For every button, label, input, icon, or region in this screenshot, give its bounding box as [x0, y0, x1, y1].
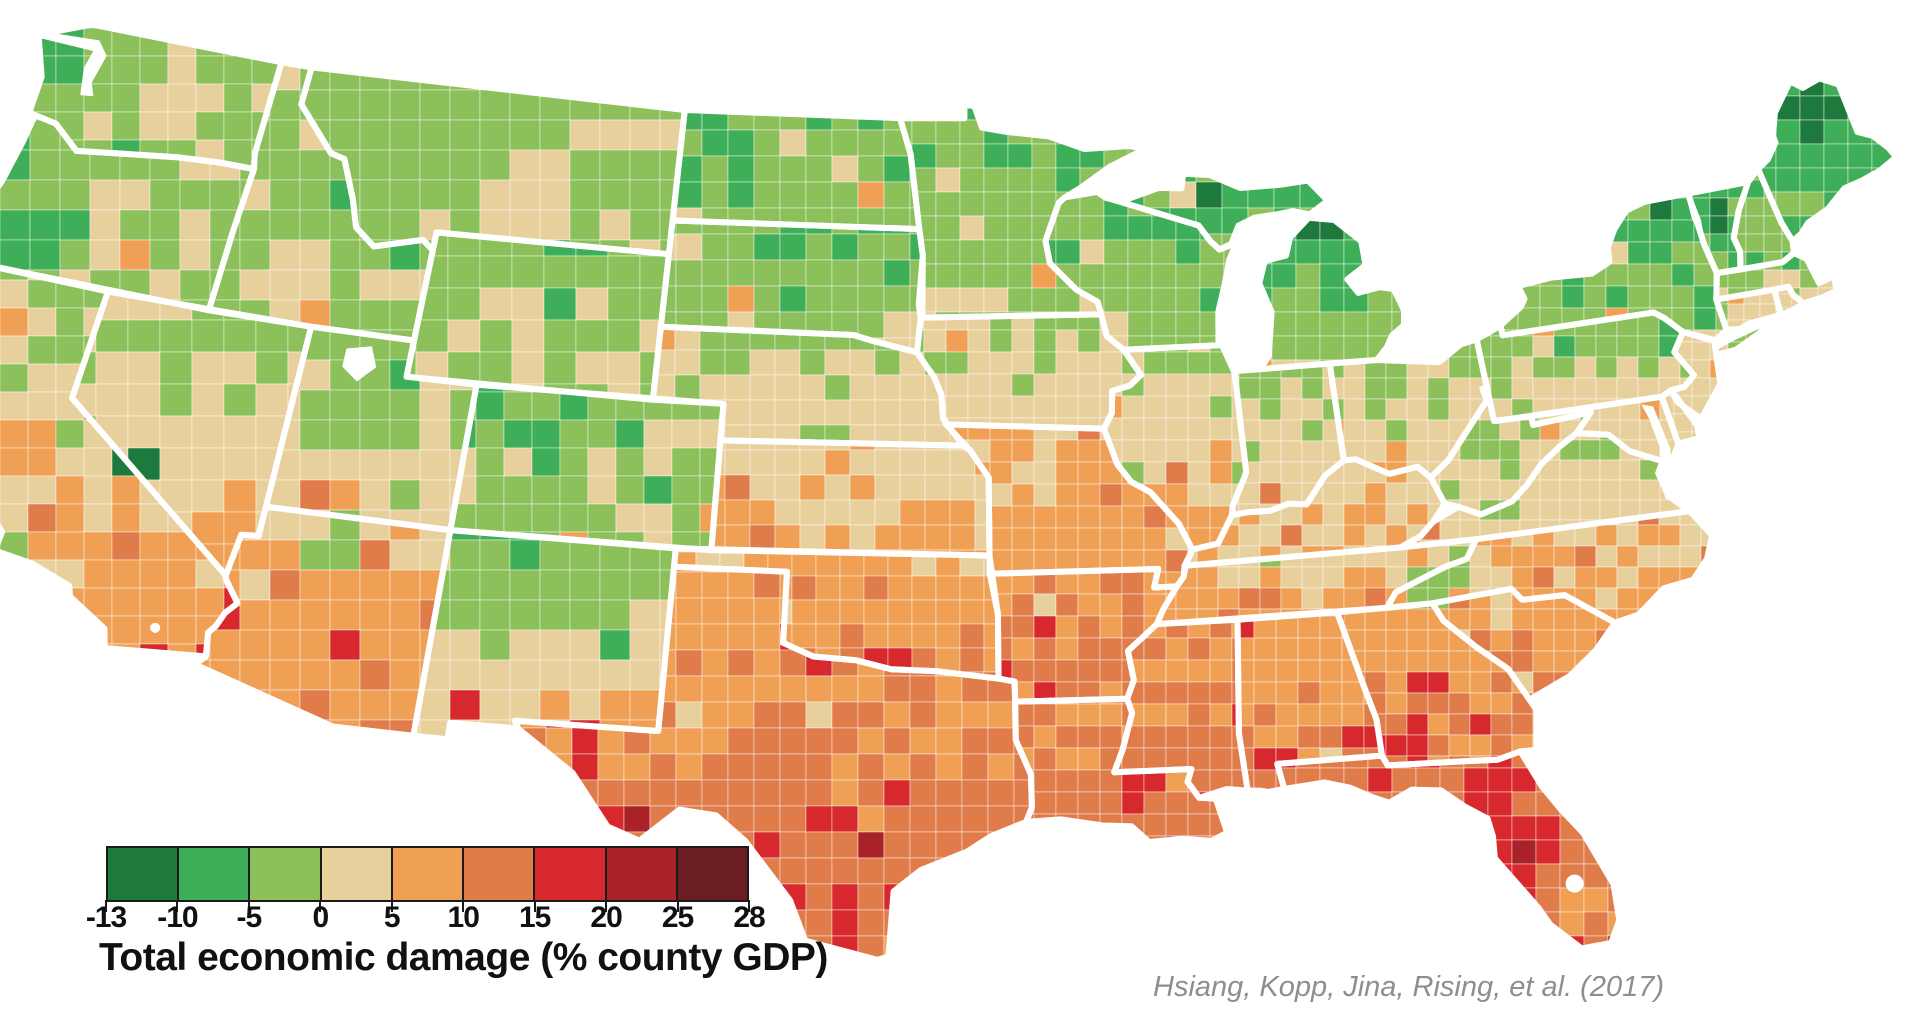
state-border-NY2	[1711, 313, 1781, 358]
water-body-3	[342, 346, 377, 382]
salton-sea	[150, 622, 161, 633]
county-cells-OR	[0, 119, 254, 311]
county-cells-ND	[672, 110, 920, 230]
water-body-1	[80, 40, 107, 97]
state-border-FL	[1274, 748, 1623, 952]
water-body-4	[1641, 404, 1674, 500]
lake-okeechobee	[1565, 874, 1584, 893]
county-cells-FL	[1277, 751, 1620, 949]
state-borders	[0, 21, 1900, 963]
water-body-0	[34, 30, 100, 52]
state-border-NC	[1383, 508, 1716, 626]
state-border-NY	[1497, 190, 1730, 345]
county-cells	[0, 24, 1897, 960]
state-border-MN	[897, 101, 1149, 321]
county-cells-SD	[660, 220, 923, 353]
state-border-WI	[1042, 188, 1240, 353]
state-border-AZ	[191, 503, 454, 739]
state-border-ME	[1755, 75, 1900, 245]
county-cells-AL	[1237, 612, 1382, 792]
water-bodies	[34, 30, 1706, 893]
water-body-2	[1685, 192, 1706, 246]
county-cells-IN	[1231, 363, 1344, 516]
state-border-MI2	[1117, 170, 1331, 253]
county-cells-KS	[711, 440, 990, 556]
state-border-TX	[511, 563, 1035, 963]
state-border-MI	[1256, 214, 1407, 373]
